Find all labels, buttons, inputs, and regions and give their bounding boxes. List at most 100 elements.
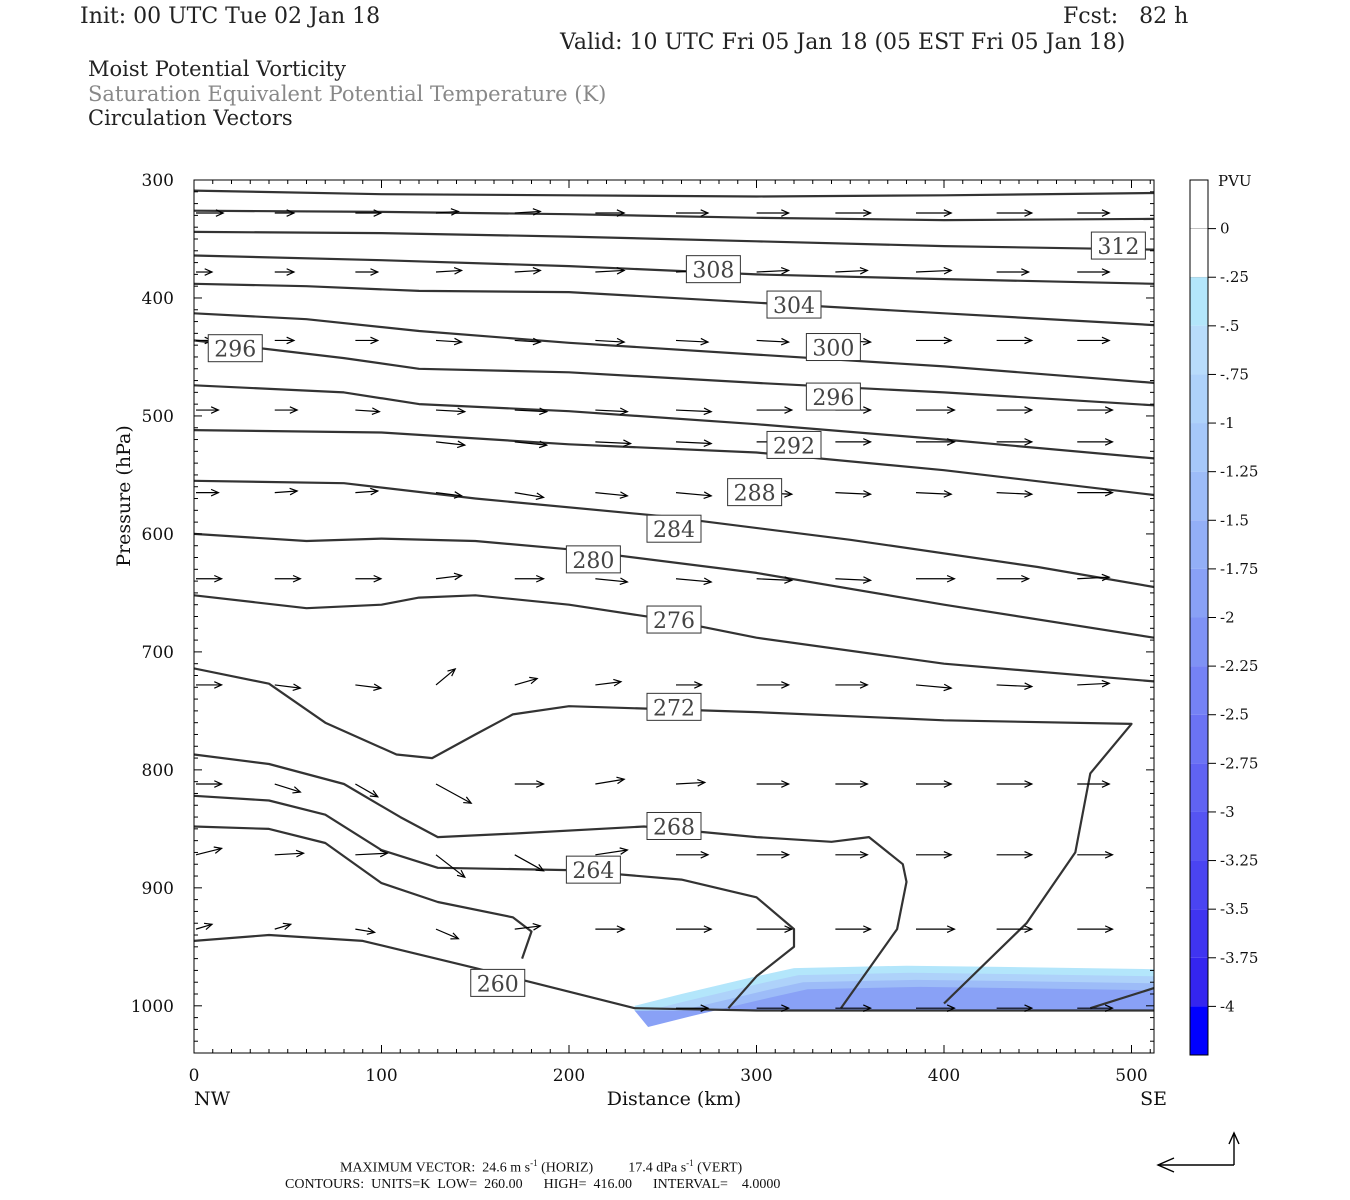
vector-arrow [835,681,869,689]
vector-arrow [595,577,629,586]
vector-arrow [274,336,296,345]
vector-arrow [1077,209,1111,217]
colorbar-swatch [1190,520,1208,569]
colorbar-swatch [1190,666,1208,715]
vector-arrow [1077,268,1111,276]
vector-arrow [435,572,464,581]
x-tick-label: 500 [1115,1066,1147,1086]
vector-arrow [274,487,299,496]
colorbar-swatch [1190,909,1208,958]
vector-arrow [675,407,713,416]
colorbar-swatch [1190,277,1208,326]
svg-text:280: 280 [572,549,614,574]
contour-label-308: 308 [685,255,741,284]
valid-time: Valid: 10 UTC Fri 05 Jan 18 (05 EST Fri … [560,30,1126,55]
vector-arrow [355,574,383,583]
contour-label-272: 272 [646,692,702,721]
contour-264 [194,794,796,1009]
contour-256 [194,933,1154,1012]
colorbar-label: -3.5 [1220,900,1249,918]
vector-arrow [196,780,224,788]
vector-arrow [196,406,220,414]
contour-label-304: 304 [766,290,822,319]
vector-arrow [196,574,224,583]
svg-text:292: 292 [773,434,815,459]
x-tick-label: 400 [928,1066,960,1086]
vector-arrow [435,783,473,804]
vector-arrow [1077,679,1111,688]
contour-label-296: 296 [207,334,263,363]
vector-arrow [435,854,466,879]
vector-arrow [835,925,873,933]
colorbar-label: 0 [1220,220,1230,238]
colorbar-swatch [1190,1006,1208,1055]
colorbar-label: -1.75 [1220,560,1258,578]
svg-text:308: 308 [692,259,734,284]
vector-arrow [835,780,869,788]
x-tick-label: 200 [553,1066,585,1086]
x-endpoint-right: SE [1140,1088,1167,1110]
vector-arrow [996,490,1034,498]
vector-arrow [756,337,791,346]
vector-arrow [196,268,214,276]
vector-arrow [435,491,464,499]
vector-arrow [274,268,296,276]
vector-arrow [756,925,794,933]
colorbar-swatch [1189,179,1209,229]
vector-arrow [996,850,1034,859]
colorbar-swatch [1190,568,1208,618]
vector-arrow [595,209,626,217]
colorbar-label: -2.5 [1220,706,1249,724]
colorbar-label: -1.25 [1220,463,1258,481]
vector-arrow [835,490,873,498]
vector-arrow [676,850,710,859]
vector-arrow [595,267,626,275]
contour-300 [194,312,1154,384]
vector-arrow [916,336,953,345]
vector-arrow [514,208,542,216]
vector-arrow [595,847,629,856]
svg-text:312: 312 [1097,235,1139,260]
vector-arrow [514,854,545,872]
vector-arrow [196,488,220,497]
colorbar-label: -1.5 [1220,511,1249,529]
init-time: Init: 00 UTC Tue 02 Jan 18 [80,4,381,29]
vector-arrow [996,1004,1034,1012]
vector-arrow [355,336,380,345]
vector-arrow [274,683,302,692]
circulation-vectors [195,208,1114,1012]
colorbar-label: -1 [1220,414,1235,432]
contour-label-300: 300 [805,333,861,362]
contour-label-288: 288 [727,478,783,507]
vector-arrow [1077,850,1114,859]
vector-arrow [756,780,791,788]
vector-arrow [435,407,467,416]
vector-arrow [916,1004,956,1012]
vector-arrow [675,577,713,586]
vector-arrow [355,209,383,217]
vector-arrow [996,336,1034,345]
vector-arrow [355,849,389,858]
svg-text:288: 288 [734,482,776,507]
vector-arrow [355,268,380,276]
vector-arrow [756,681,791,689]
vector-arrow [196,209,225,217]
vector-arrow [595,337,626,346]
mpv-fill--1.5 [634,986,1154,1027]
vector-arrow [274,574,302,583]
contour-label-292: 292 [766,430,822,459]
forecast-hour: Fcst: 82 h [1063,4,1189,29]
colorbar-swatch [1190,325,1208,375]
axes: 300 400 500 600 700 800 900 1000 0 100 200 300 400 50… [131,171,1154,1086]
vector-arrow [355,683,383,692]
vector-arrow [676,681,704,689]
y-tick-label: 900 [142,879,174,899]
x-tick-label: 100 [365,1066,397,1086]
colorbar-swatch [1189,228,1209,278]
y-axis-label: Pressure (hPa) [113,425,135,567]
vector-arrow [196,681,224,689]
vector-arrow [835,438,873,446]
vector-arrow [514,574,546,583]
svg-text:304: 304 [773,294,815,319]
